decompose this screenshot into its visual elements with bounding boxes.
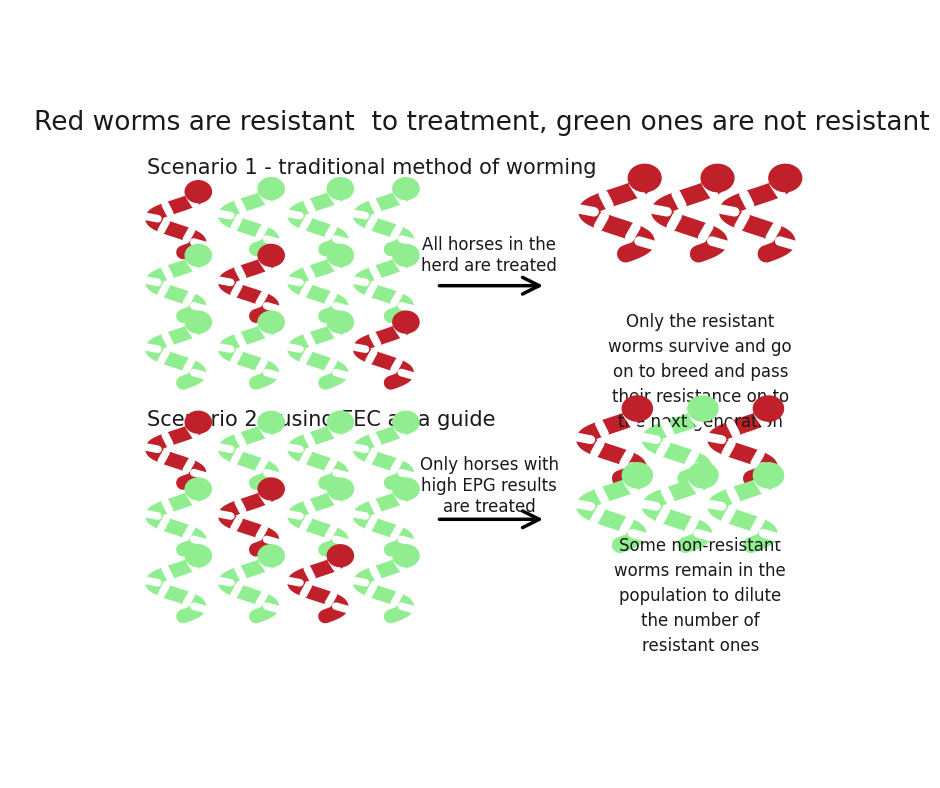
Circle shape	[753, 396, 784, 421]
Circle shape	[258, 177, 284, 199]
Circle shape	[393, 177, 419, 199]
Text: Only the resistant
worms survive and go
on to breed and pass
their resistance on: Only the resistant worms survive and go …	[608, 313, 792, 431]
Circle shape	[688, 396, 718, 421]
Circle shape	[753, 463, 784, 488]
Text: Scenario 2 - using FEC as a guide: Scenario 2 - using FEC as a guide	[147, 410, 495, 430]
Text: Only horses with
high EPG results
are treated: Only horses with high EPG results are tr…	[419, 456, 558, 515]
Circle shape	[701, 165, 734, 191]
Circle shape	[393, 411, 419, 433]
Circle shape	[622, 396, 652, 421]
Circle shape	[622, 463, 652, 488]
Text: Some non-resistant
worms remain in the
population to dilute
the number of
resist: Some non-resistant worms remain in the p…	[615, 537, 786, 656]
Circle shape	[393, 545, 419, 567]
Circle shape	[185, 244, 212, 266]
Circle shape	[185, 180, 212, 203]
Circle shape	[393, 311, 419, 333]
Circle shape	[327, 311, 353, 333]
Text: All horses in the
herd are treated: All horses in the herd are treated	[421, 236, 557, 275]
Circle shape	[769, 165, 802, 191]
Circle shape	[688, 463, 718, 488]
Circle shape	[327, 478, 353, 500]
Circle shape	[327, 545, 353, 567]
Circle shape	[628, 165, 661, 191]
Text: Red worms are resistant  to treatment, green ones are not resistant: Red worms are resistant to treatment, gr…	[34, 110, 930, 136]
Circle shape	[185, 311, 212, 333]
Circle shape	[185, 411, 212, 433]
Circle shape	[327, 177, 353, 199]
Circle shape	[258, 411, 284, 433]
Circle shape	[258, 244, 284, 266]
Circle shape	[258, 478, 284, 500]
Circle shape	[185, 545, 212, 567]
Circle shape	[327, 411, 353, 433]
Circle shape	[258, 311, 284, 333]
Circle shape	[393, 478, 419, 500]
Text: Scenario 1 - traditional method of worming: Scenario 1 - traditional method of wormi…	[147, 158, 596, 178]
Circle shape	[327, 244, 353, 266]
Circle shape	[258, 545, 284, 567]
Circle shape	[393, 244, 419, 266]
Circle shape	[185, 478, 212, 500]
